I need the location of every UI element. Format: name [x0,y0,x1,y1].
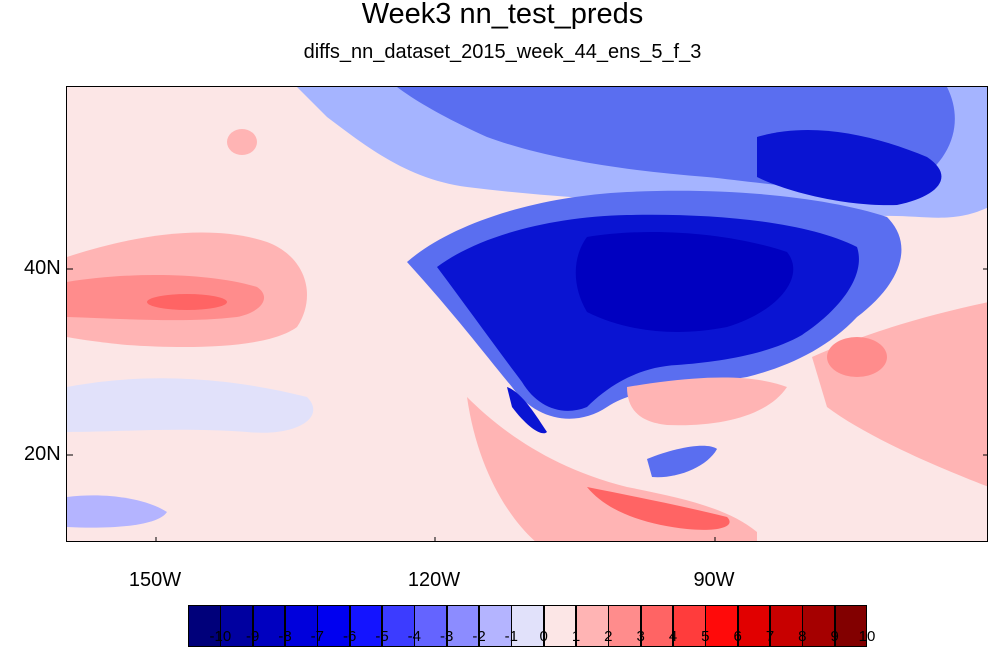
colorbar-label: 1 [571,628,581,645]
colorbar-label: 0 [539,628,548,645]
lon-label-120w: 120W [407,569,461,591]
east-pacific-warm [467,397,757,541]
colorbar-swatch [414,605,448,647]
colorbar-swatch [252,605,286,647]
colorbar-label: 8 [798,628,807,645]
northeast-cold-core [757,129,942,206]
colorbar-swatch [834,605,868,647]
colorbar-label: 9 [830,628,839,645]
colorbar-label: -5 [375,628,389,645]
atlantic-warm-core [827,337,887,377]
colorbar-label: 2 [604,628,613,645]
colorbar [188,605,868,647]
anomaly-field [67,87,987,541]
gulf-warm-spot [227,129,257,155]
colorbar-swatch [673,605,706,647]
lon-label-150w: 150W [128,569,182,591]
east-pacific-warm-core [587,487,730,530]
lat-label-40n: 40N [24,257,61,279]
colorbar-label: 6 [733,628,742,645]
colorbar-label: -1 [504,628,518,645]
pacific-warm-peak [147,294,227,310]
lon-label-90w: 90W [693,569,735,591]
colorbar-swatch [608,605,642,647]
colorbar-swatch [446,605,480,647]
colorbar-label: 5 [701,628,710,645]
lat-label-20n: 20N [24,443,61,465]
colorbar-label: -10 [209,628,232,645]
colorbar-label: 10 [858,628,876,645]
colorbar-label: -3 [439,628,454,645]
colorbar-label: 4 [668,628,678,645]
colorbar-label: 7 [765,628,775,645]
colorbar-label: -7 [310,628,324,645]
map-title: Week3 nn_test_preds [361,0,644,30]
map-subtitle: diffs_nn_dataset_2015_week_44_ens_5_f_3 [303,41,702,63]
colorbar-swatch [349,605,383,647]
colorbar-label: -6 [342,628,357,645]
colorbar-swatch [382,605,415,647]
colorbar-label: 3 [636,628,645,645]
us-cold-anomaly-deep [575,232,794,332]
colorbar-swatch [640,605,674,647]
central-america-cold [647,445,717,478]
map-panel [66,86,988,542]
colorbar-swatch [285,605,318,647]
colorbar-swatch [479,605,512,647]
colorbar-label: -8 [278,628,292,645]
colorbar-swatch [737,605,771,647]
colorbar-swatch [543,605,577,647]
colorbar-swatch [770,605,803,647]
colorbar-label: -4 [407,628,421,645]
colorbar-swatch [576,605,609,647]
gulf-warm-zone [627,377,787,426]
pacific-cool-patch-sw [67,495,167,528]
colorbar-label: -2 [472,628,486,645]
colorbar-label: -9 [245,628,260,645]
pacific-cool-patch-south [67,378,314,433]
mexico-cold-tongue [507,387,547,434]
